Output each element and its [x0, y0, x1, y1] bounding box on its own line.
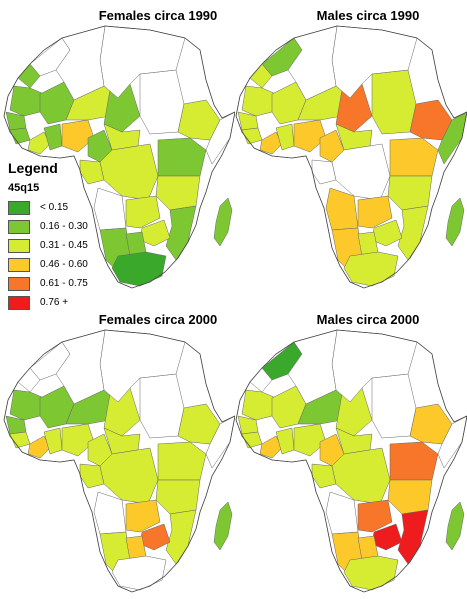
map-legend: Legend 45q15 < 0.15 0.16 - 0.30 0.31 - 0.4…: [8, 160, 128, 312]
country-drc: [331, 143, 391, 201]
country-somalia: [205, 415, 235, 469]
legend-variable: 45q15: [8, 182, 40, 194]
legend-item: 0.46 - 0.60: [8, 255, 128, 274]
country-zambia: [125, 499, 161, 533]
country-madagascar: [445, 501, 465, 551]
country-sudan: [371, 69, 417, 135]
country-drc: [99, 143, 159, 201]
country-somalia: [437, 415, 467, 469]
legend-label: < 0.15: [40, 202, 69, 213]
legend-swatch: [8, 238, 30, 253]
country-sudan: [139, 69, 185, 135]
legend-item: 0.31 - 0.45: [8, 236, 128, 255]
country-madagascar: [445, 197, 465, 247]
legend-label: 0.61 - 0.75: [40, 278, 88, 289]
country-nigeria: [293, 423, 327, 457]
country-algeria: [287, 329, 338, 405]
map-females-2000: [3, 329, 235, 593]
country-algeria: [55, 25, 106, 101]
country-algeria: [287, 25, 338, 101]
legend-item: 0.61 - 0.75: [8, 274, 128, 293]
country-car: [335, 427, 373, 455]
country-ivory-coast: [259, 131, 283, 155]
country-sudan: [139, 373, 185, 439]
map-title-females-2000: Females circa 2000: [98, 312, 218, 327]
country-car: [103, 427, 141, 455]
continent-outline: [3, 25, 235, 289]
country-madagascar: [213, 197, 233, 247]
continent-outline: [235, 25, 467, 289]
country-south-africa: [343, 251, 399, 287]
legend-swatch: [8, 219, 30, 234]
country-madagascar: [213, 501, 233, 551]
legend-swatch: [8, 257, 30, 272]
country-nigeria: [293, 119, 327, 153]
map-title-females-1990: Females circa 1990: [98, 8, 218, 23]
map-females-1990: [3, 25, 235, 289]
country-nigeria: [61, 119, 95, 153]
country-nigeria: [61, 423, 95, 457]
country-ivory-coast: [27, 435, 51, 459]
country-south-africa: [111, 555, 167, 591]
country-ivory-coast: [27, 131, 51, 155]
country-zambia: [357, 499, 393, 533]
legend-item: 0.16 - 0.30: [8, 217, 128, 236]
legend-swatch: [8, 200, 30, 215]
legend-label: 0.16 - 0.30: [40, 221, 88, 232]
legend-swatch: [8, 276, 30, 291]
country-zambia: [357, 195, 393, 229]
continent-outline: [235, 329, 467, 593]
legend-item: 0.76 +: [8, 293, 128, 312]
country-sudan: [371, 373, 417, 439]
country-car: [103, 123, 141, 151]
country-car: [335, 123, 373, 151]
country-zambia: [125, 195, 161, 229]
country-ivory-coast: [259, 435, 283, 459]
country-south-africa: [343, 555, 399, 591]
map-males-2000: [235, 329, 467, 593]
continent-outline: [3, 329, 235, 593]
country-somalia: [205, 111, 235, 165]
country-algeria: [55, 329, 106, 405]
map-title-males-2000: Males circa 2000: [316, 312, 420, 327]
country-drc: [331, 447, 391, 505]
map-title-males-1990: Males circa 1990: [316, 8, 420, 23]
legend-label: 0.46 - 0.60: [40, 259, 88, 270]
country-drc: [99, 447, 159, 505]
country-somalia: [437, 111, 467, 165]
legend-heading: Legend: [8, 160, 58, 176]
legend-swatch: [8, 295, 30, 310]
legend-label: 0.31 - 0.45: [40, 240, 88, 251]
legend-item: < 0.15: [8, 198, 128, 217]
legend-label: 0.76 +: [40, 297, 69, 308]
map-males-1990: [235, 25, 467, 289]
